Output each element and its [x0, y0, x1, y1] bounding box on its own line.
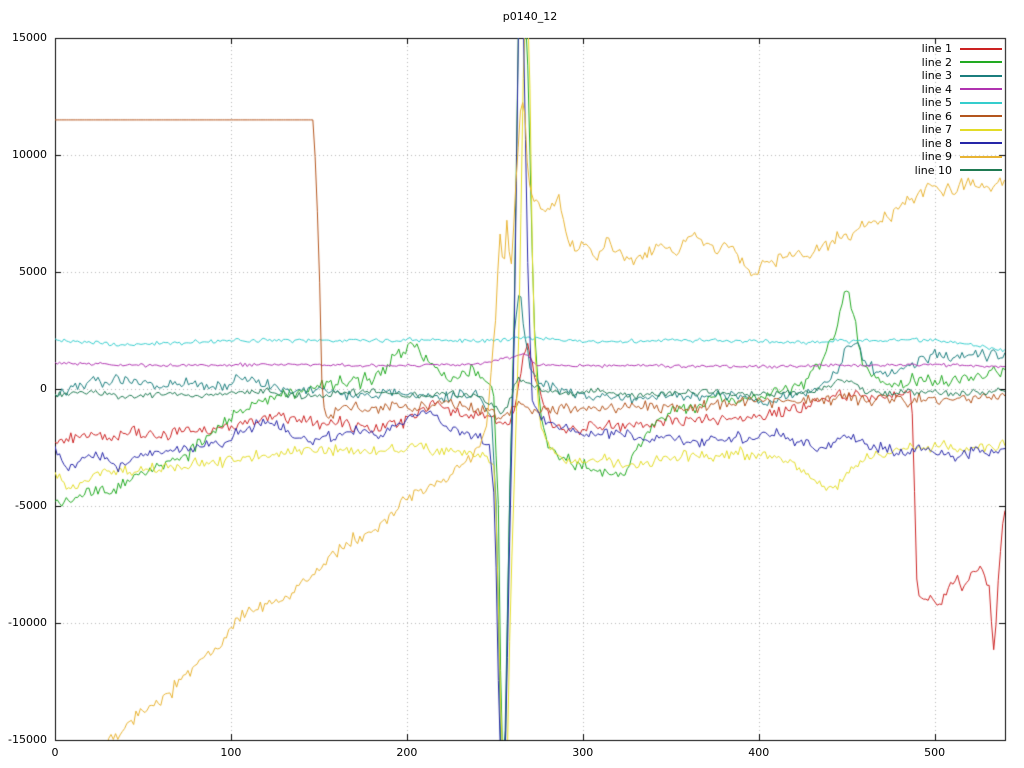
legend-item: line 6	[915, 110, 1002, 124]
legend-label: line 6	[921, 109, 952, 123]
legend-item: line 8	[915, 137, 1002, 151]
legend-label: line 8	[921, 136, 952, 150]
legend-label: line 3	[921, 69, 952, 83]
legend-line-sample	[960, 115, 1002, 118]
legend-line-sample	[960, 155, 1002, 158]
legend-item: line 9	[915, 150, 1002, 164]
legend-line-sample	[960, 61, 1002, 64]
legend-label: line 10	[914, 163, 952, 177]
legend-label: line 2	[921, 55, 952, 69]
y-tick-label: 15000	[12, 31, 47, 44]
legend-item: line 1	[915, 42, 1002, 56]
x-tick-label: 500	[924, 746, 946, 759]
legend-item: line 5	[915, 96, 1002, 110]
y-tick-label: -15000	[8, 733, 47, 746]
legend-line-sample	[960, 169, 1002, 172]
y-tick-label: -10000	[8, 616, 47, 629]
x-tick-label: 300	[572, 746, 594, 759]
legend-line-sample	[960, 88, 1002, 91]
y-tick-label: 5000	[19, 265, 47, 278]
legend-label: line 4	[921, 82, 952, 96]
y-tick-label: 10000	[12, 148, 47, 161]
legend-line-sample	[960, 101, 1002, 104]
legend-line-sample	[960, 74, 1002, 77]
x-tick-label: 0	[51, 746, 59, 759]
legend-item: line 3	[915, 69, 1002, 83]
legend-label: line 9	[921, 150, 952, 164]
legend-item: line 2	[915, 56, 1002, 70]
legend-line-sample	[960, 128, 1002, 131]
x-tick-label: 100	[220, 746, 242, 759]
legend-label: line 5	[921, 96, 952, 110]
legend-item: line 7	[915, 123, 1002, 137]
x-tick-label: 400	[748, 746, 770, 759]
legend-item: line 4	[915, 83, 1002, 97]
chart-title: p0140_12	[502, 10, 558, 23]
x-tick-label: 200	[396, 746, 418, 759]
legend-label: line 1	[921, 42, 952, 56]
legend-line-sample	[960, 142, 1002, 145]
y-tick-label: -5000	[15, 499, 47, 512]
legend-label: line 7	[921, 123, 952, 137]
legend-line-sample	[960, 47, 1002, 50]
y-tick-label: 0	[40, 382, 47, 395]
legend: line 1 line 2 line 3 line 4 line 5 line 6 line…	[915, 42, 1002, 177]
legend-item: line 10	[915, 164, 1002, 178]
